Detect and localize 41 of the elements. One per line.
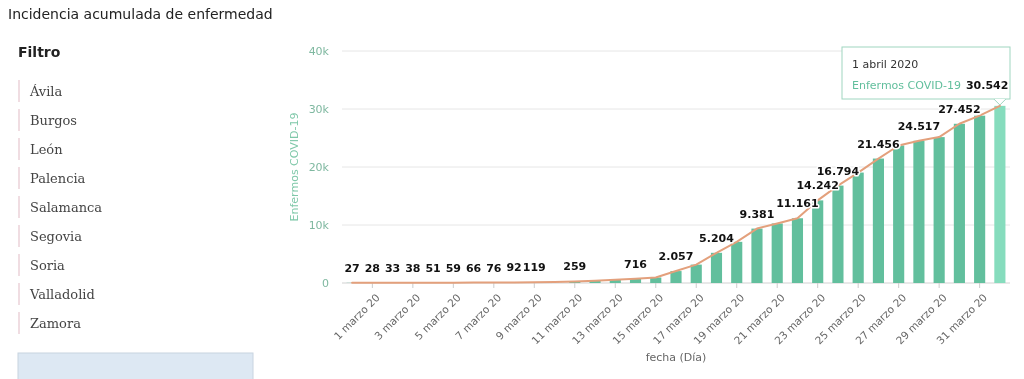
data-label: 66 — [465, 261, 482, 275]
data-label: 14.242 — [796, 179, 839, 193]
data-label: 38 — [405, 261, 421, 275]
data-label: 21.456 — [857, 137, 900, 151]
y-tick-label: 40k — [308, 44, 330, 58]
text: Enfermos COVID-19 — [852, 79, 961, 92]
y-tick-label: 20k — [308, 160, 330, 174]
data-label: 24.517 — [897, 119, 941, 133]
y-tick-label: 30k — [308, 102, 330, 116]
data-label: 30.542 — [965, 79, 1009, 92]
text: Soria — [30, 258, 66, 273]
data-label: 9.381 — [739, 207, 775, 221]
text: Valladolid — [29, 287, 95, 302]
data-label: 33 — [384, 261, 401, 275]
text: Incidencia acumulada de enfermedad — [8, 6, 273, 22]
data-label: 2.057 — [658, 250, 694, 264]
y-axis-title: Enfermos COVID-19 — [288, 112, 301, 222]
data-label: 28 — [364, 261, 381, 275]
data-label: 76 — [486, 261, 502, 275]
text: Filtro — [18, 44, 61, 60]
data-label: 92 — [506, 261, 522, 275]
data-label: 51 — [425, 261, 441, 275]
data-label: 5.204 — [699, 231, 735, 245]
text: Salamanca — [30, 200, 103, 215]
y-tick-label: 0 — [322, 276, 329, 290]
text: Zamora — [30, 316, 82, 331]
text: León — [30, 142, 64, 157]
data-label: 27 — [344, 261, 360, 275]
text: Palencia — [30, 171, 86, 186]
text: Burgos — [30, 113, 77, 128]
data-label: 16.794 — [816, 164, 860, 178]
data-label: 119 — [522, 261, 546, 275]
x-axis-title: fecha (Día) — [645, 351, 707, 364]
data-label: 59 — [445, 261, 461, 275]
y-tick-label: 10k — [308, 218, 330, 232]
text: Ávila — [29, 84, 63, 99]
data-label: 716 — [624, 257, 648, 271]
data-label: 259 — [563, 260, 587, 274]
annotation: 1 abril 2020 — [852, 58, 919, 71]
text: Segovia — [30, 229, 83, 244]
data-label: 27.452 — [938, 102, 981, 116]
